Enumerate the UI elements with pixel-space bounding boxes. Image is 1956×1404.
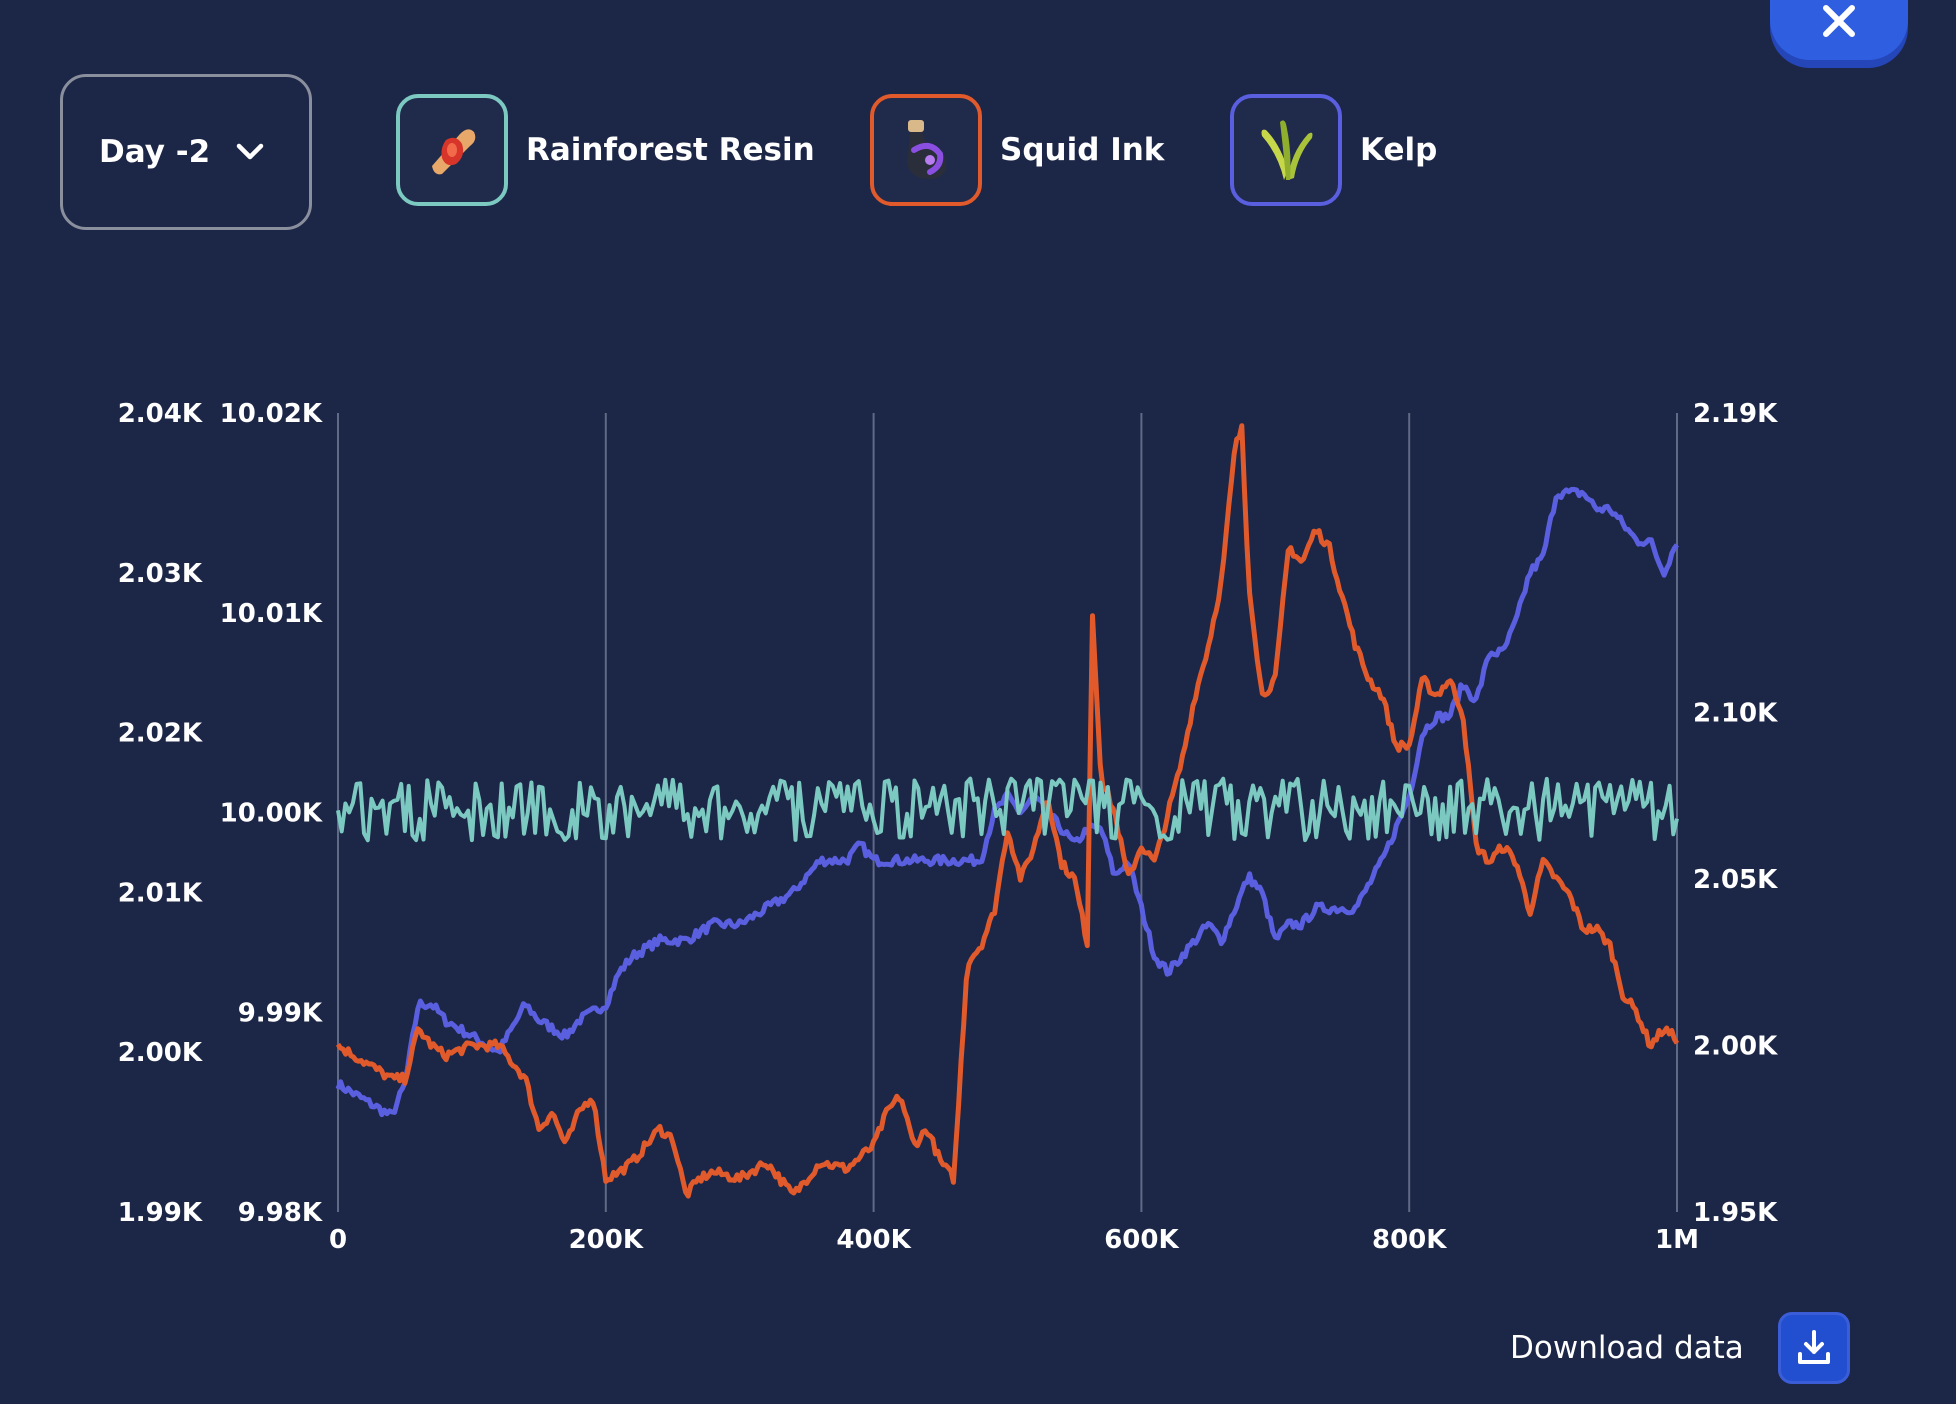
chart-axes: 0 200K 400K 600K 800K 1M 2.04K 2.03K 2.02K 2.01K 2… [118, 399, 1778, 1255]
series-line-squid-ink [335, 423, 1680, 1199]
close-button[interactable] [1770, 0, 1908, 60]
legend-label-squid-ink: Squid Ink [1000, 132, 1165, 168]
download-label: Download data [1510, 1330, 1744, 1366]
y-tick-label: 2.03K [118, 559, 203, 589]
y-tick-label: 2.00K [118, 1038, 203, 1068]
y-tick-label: 10.02K [220, 399, 323, 429]
day-select-label: Day -2 [99, 134, 211, 170]
y-tick-label: 2.02K [118, 719, 203, 749]
ink-bottle-icon [870, 94, 982, 206]
download-data[interactable]: Download data [1510, 1312, 1850, 1384]
legend-label-rainforest-resin: Rainforest Resin [526, 132, 815, 168]
resin-icon [396, 94, 508, 206]
y-tick-label: 2.01K [118, 878, 203, 908]
y-tick-label: 9.99K [238, 998, 323, 1028]
series-line-rainforest-resin [336, 776, 1679, 843]
legend-item-kelp[interactable]: Kelp [1230, 94, 1437, 206]
chart-series [335, 423, 1680, 1199]
legend-label-kelp: Kelp [1360, 132, 1438, 168]
x-tick-label: 200K [569, 1225, 644, 1255]
day-select[interactable]: Day -2 [60, 74, 312, 230]
y-tick-label: 2.19K [1693, 399, 1778, 429]
close-icon [1823, 5, 1855, 37]
x-tick-label: 600K [1104, 1225, 1179, 1255]
x-tick-label: 800K [1372, 1225, 1447, 1255]
x-tick-label: 400K [836, 1225, 911, 1255]
x-tick-label: 1M [1655, 1225, 1699, 1255]
y-tick-label: 2.04K [118, 399, 203, 429]
y-tick-label: 1.99K [118, 1198, 203, 1228]
y-tick-label: 1.95K [1693, 1198, 1778, 1228]
y-tick-label: 2.05K [1693, 865, 1778, 895]
kelp-icon [1230, 94, 1342, 206]
y-tick-label: 2.00K [1693, 1032, 1778, 1062]
y-tick-label: 9.98K [238, 1198, 323, 1228]
download-button[interactable] [1777, 1312, 1850, 1384]
y-tick-label: 10.00K [220, 799, 323, 829]
legend-item-squid-ink[interactable]: Squid Ink [870, 94, 1164, 206]
x-tick-label: 0 [329, 1225, 347, 1255]
chevron-down-icon [236, 143, 264, 160]
y-tick-label: 2.10K [1693, 699, 1778, 729]
download-icon [1797, 1330, 1830, 1364]
legend-item-rainforest-resin[interactable]: Rainforest Resin [396, 94, 815, 206]
y-tick-label: 10.01K [220, 599, 323, 629]
